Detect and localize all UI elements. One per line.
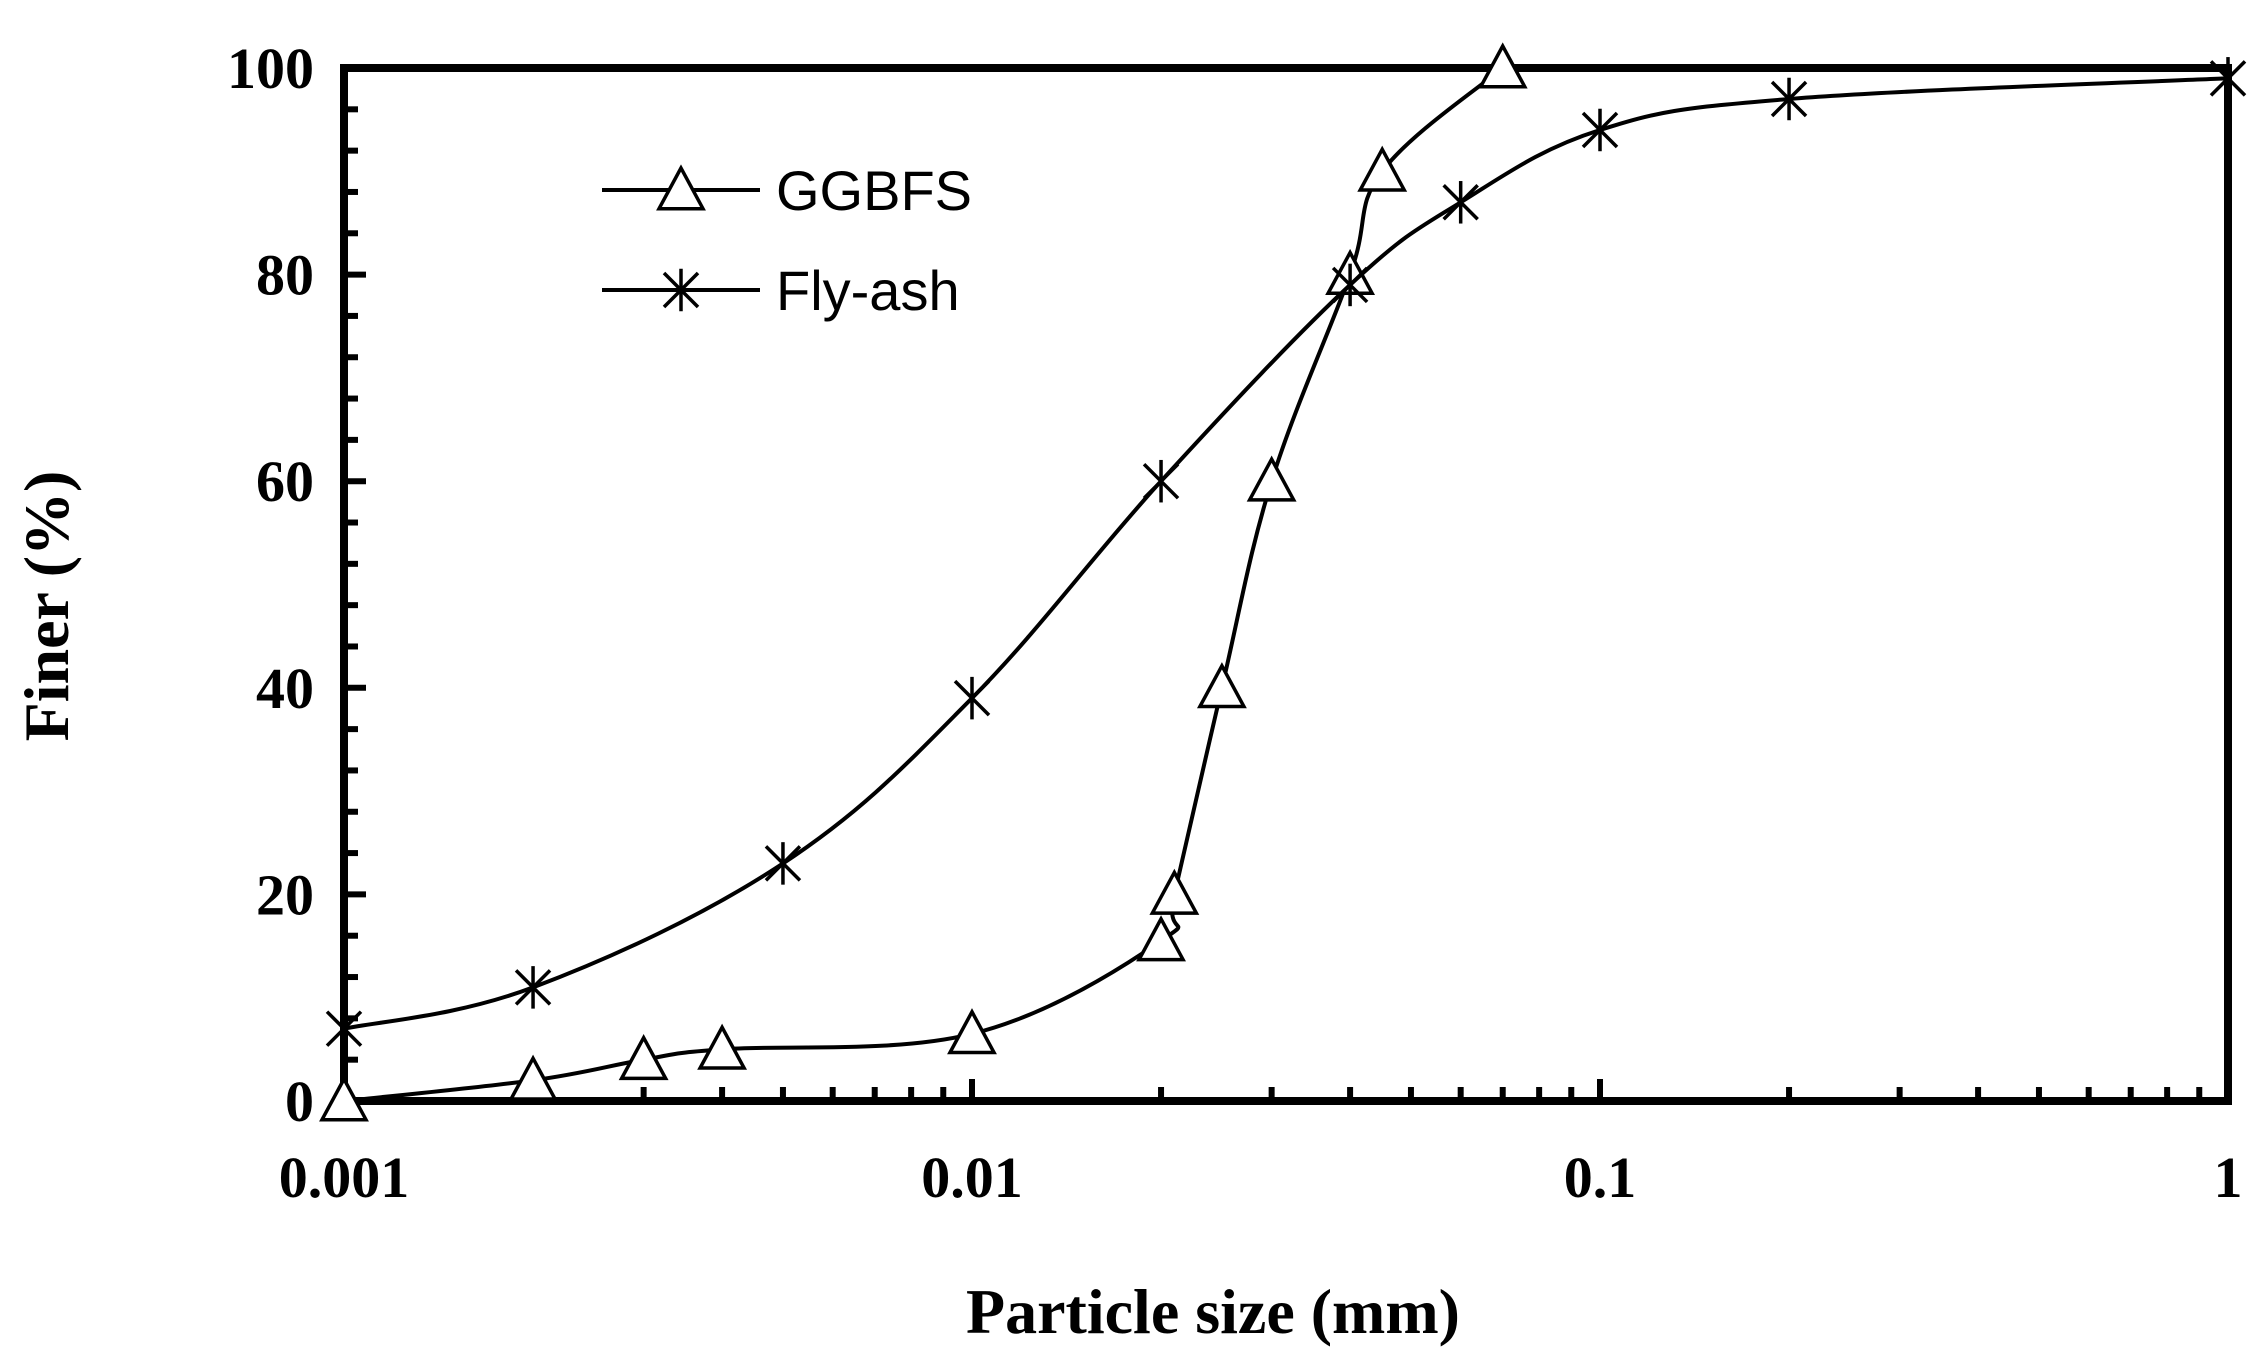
legend: GGBFS Fly-ash [602, 159, 972, 322]
data-point-fly-ash [1770, 77, 1808, 121]
y-tick-label: 60 [256, 449, 314, 514]
legend-item-ggbfs: GGBFS [602, 159, 972, 222]
data-point-ggbfs [1149, 868, 1200, 915]
data-point-ggbfs [618, 1033, 669, 1081]
y-tick-label: 80 [256, 243, 314, 308]
data-point-fly-ash [325, 1007, 363, 1050]
x-tick-label: 1 [2214, 1145, 2243, 1210]
y-axis-title: Finer (%) [11, 471, 82, 742]
data-point-fly-ash [514, 966, 552, 1009]
data-point-fly-ash [1581, 108, 1619, 152]
data-point-fly-ash [1442, 181, 1479, 224]
legend-label: GGBFS [776, 159, 972, 222]
legend-item-fly-ash: Fly-ash [602, 259, 960, 322]
plot-frame [340, 64, 2232, 1105]
data-point-fly-ash [764, 842, 802, 885]
series-line-fly-ash [343, 76, 2229, 1031]
data-point-ggbfs [1196, 662, 1247, 709]
data-point-fly-ash [1142, 459, 1180, 503]
data-point-ggbfs [319, 1075, 369, 1122]
data-point-ggbfs [1136, 915, 1186, 962]
data-point-fly-ash [2209, 57, 2247, 100]
series-fly-ash [325, 57, 2247, 1050]
data-point-ggbfs [508, 1054, 558, 1101]
y-tick-label: 0 [285, 1069, 314, 1134]
data-point-fly-ash [1331, 263, 1369, 307]
data-point-fly-ash [953, 676, 991, 720]
data-point-ggbfs [697, 1023, 748, 1070]
y-tick-label: 40 [256, 656, 314, 721]
x-axis-title: Particle size (mm) [966, 1276, 1460, 1347]
x-tick-label: 0.001 [279, 1145, 410, 1210]
data-point-ggbfs [947, 1008, 997, 1055]
x-tick-label: 0.1 [1564, 1145, 1637, 1210]
data-point-ggbfs [1357, 145, 1408, 192]
data-point-ggbfs [1477, 42, 1528, 89]
x-tick-label: 0.01 [921, 1145, 1023, 1210]
legend-marker [656, 164, 706, 211]
axes: 0 20 40 60 80 100 0.001 0.01 0.1 1 [227, 36, 2243, 1210]
legend-label: Fly-ash [776, 259, 960, 322]
data-point-ggbfs [1246, 455, 1297, 502]
legend-marker [662, 268, 700, 312]
y-tick-label: 100 [227, 36, 314, 101]
series-layer [319, 42, 2247, 1122]
y-tick-label: 20 [256, 862, 314, 927]
series-line-ggbfs [343, 66, 1505, 1103]
